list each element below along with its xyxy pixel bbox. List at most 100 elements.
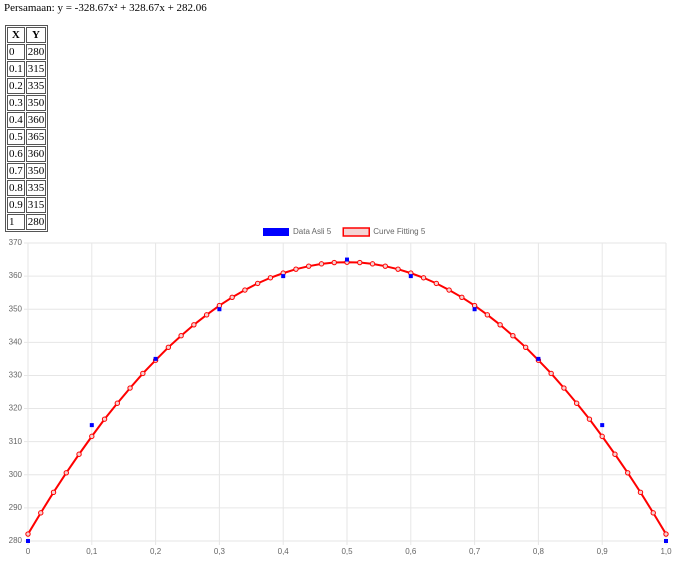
y-tick-label: 350 [9,304,23,313]
table-row: 0.8 335 [7,180,47,196]
equation: Persamaan: y = -328.67x² + 328.67x + 282… [4,2,207,14]
table-cell: 280 [25,44,47,60]
table-cell: 0.8 [7,180,25,196]
table-cell: 0.7 [7,163,25,179]
x-tick-label: 0,5 [341,547,353,556]
table-row: 0.1 315 [7,61,47,77]
curve-point [254,280,261,287]
curve-point [357,259,363,266]
curve-point [637,489,644,496]
table-cell: 0 [7,44,25,60]
data-point [153,356,158,361]
curve-point [510,333,516,339]
curve-point [369,261,376,267]
curve-point [203,312,210,318]
x-tick-label: 0,8 [533,547,545,556]
data-point [600,423,605,428]
data-point [408,274,413,279]
data-point [664,539,668,543]
table-cell: 0.3 [7,95,25,111]
curve-point [382,263,388,269]
y-tick-label: 320 [9,404,23,413]
table-row: 0.5 365 [7,129,47,145]
curve-point [625,470,631,476]
curve-point [76,451,82,457]
table-row: 0.6 360 [7,146,47,162]
y-tick-label: 290 [9,503,23,512]
y-tick-label: 370 [9,238,23,247]
data-point [26,539,30,543]
table-cell: 0.5 [7,129,25,145]
curve-point [293,266,299,272]
x-tick-label: 0 [26,547,31,556]
x-tick-label: 0,4 [278,547,290,556]
data-point [281,274,286,279]
curve-point [165,344,172,350]
curve-point [612,451,618,457]
curve-point [25,531,31,537]
curve-point [433,280,440,287]
curve-point [395,266,401,272]
y-tick-label: 300 [9,470,23,479]
table-row: 0.7 350 [7,163,47,179]
curve-point [420,275,427,281]
curve-point [663,531,669,537]
curve-point [446,287,452,293]
curve-point [140,370,146,377]
table-row: 0.4 360 [7,112,47,128]
header-cell: X [7,27,25,43]
curve-point [229,294,235,301]
data-point [345,257,349,262]
y-tick-label: 360 [9,271,23,280]
table-cell: 0.4 [7,112,25,128]
table-row: 0 280 [7,44,47,60]
curve-point [114,400,121,406]
curve-point [586,416,593,422]
legend-label: Curve Fitting 5 [373,227,426,236]
curve-point [191,322,197,328]
table-cell: 315 [25,61,47,77]
legend-swatch [263,228,289,236]
x-tick-label: 0,2 [150,547,162,556]
table-row: 1 280 [7,214,47,230]
curve-point [497,322,503,328]
curve-point [178,333,184,339]
x-tick-label: 0,7 [469,547,481,556]
table-cell: 350 [25,95,47,111]
table-cell: 335 [25,78,47,94]
table-cell: 280 [25,214,47,230]
x-tick-label: 0,3 [214,547,226,556]
table-cell: 360 [25,112,47,128]
x-tick-label: 0,6 [405,547,417,556]
curve-point [561,385,567,391]
curve-point [599,433,605,440]
table-cell: 360 [25,146,47,162]
curve-point [127,385,133,391]
curve-point [471,302,478,309]
curve-point [101,416,108,422]
x-tick-label: 1,0 [660,547,672,556]
legend-swatch [342,227,370,237]
curve-point [216,302,223,309]
x-tick-label: 0,9 [597,547,609,556]
curve-point [242,287,248,293]
x-tick-label: 0,1 [86,547,98,556]
table-cell: 0.9 [7,197,25,213]
data-point [89,423,94,428]
table-cell: 1 [7,214,25,230]
table-row: 0.9 315 [7,197,47,213]
data-table: X Y 0 280 0.1 315 0.2 335 0.3 350 0.4 360 0.5 365 0.6 3… [5,25,49,232]
y-tick-label: 310 [9,437,23,446]
table-cell: 0.2 [7,78,25,94]
curve-point [267,275,274,281]
curve-point [484,312,491,318]
table-cell: 315 [25,197,47,213]
curve-point [331,259,337,266]
curve-point [318,261,325,267]
curve-point [89,433,95,440]
table-cell: 0.1 [7,61,25,77]
table-cell: 365 [25,129,47,145]
